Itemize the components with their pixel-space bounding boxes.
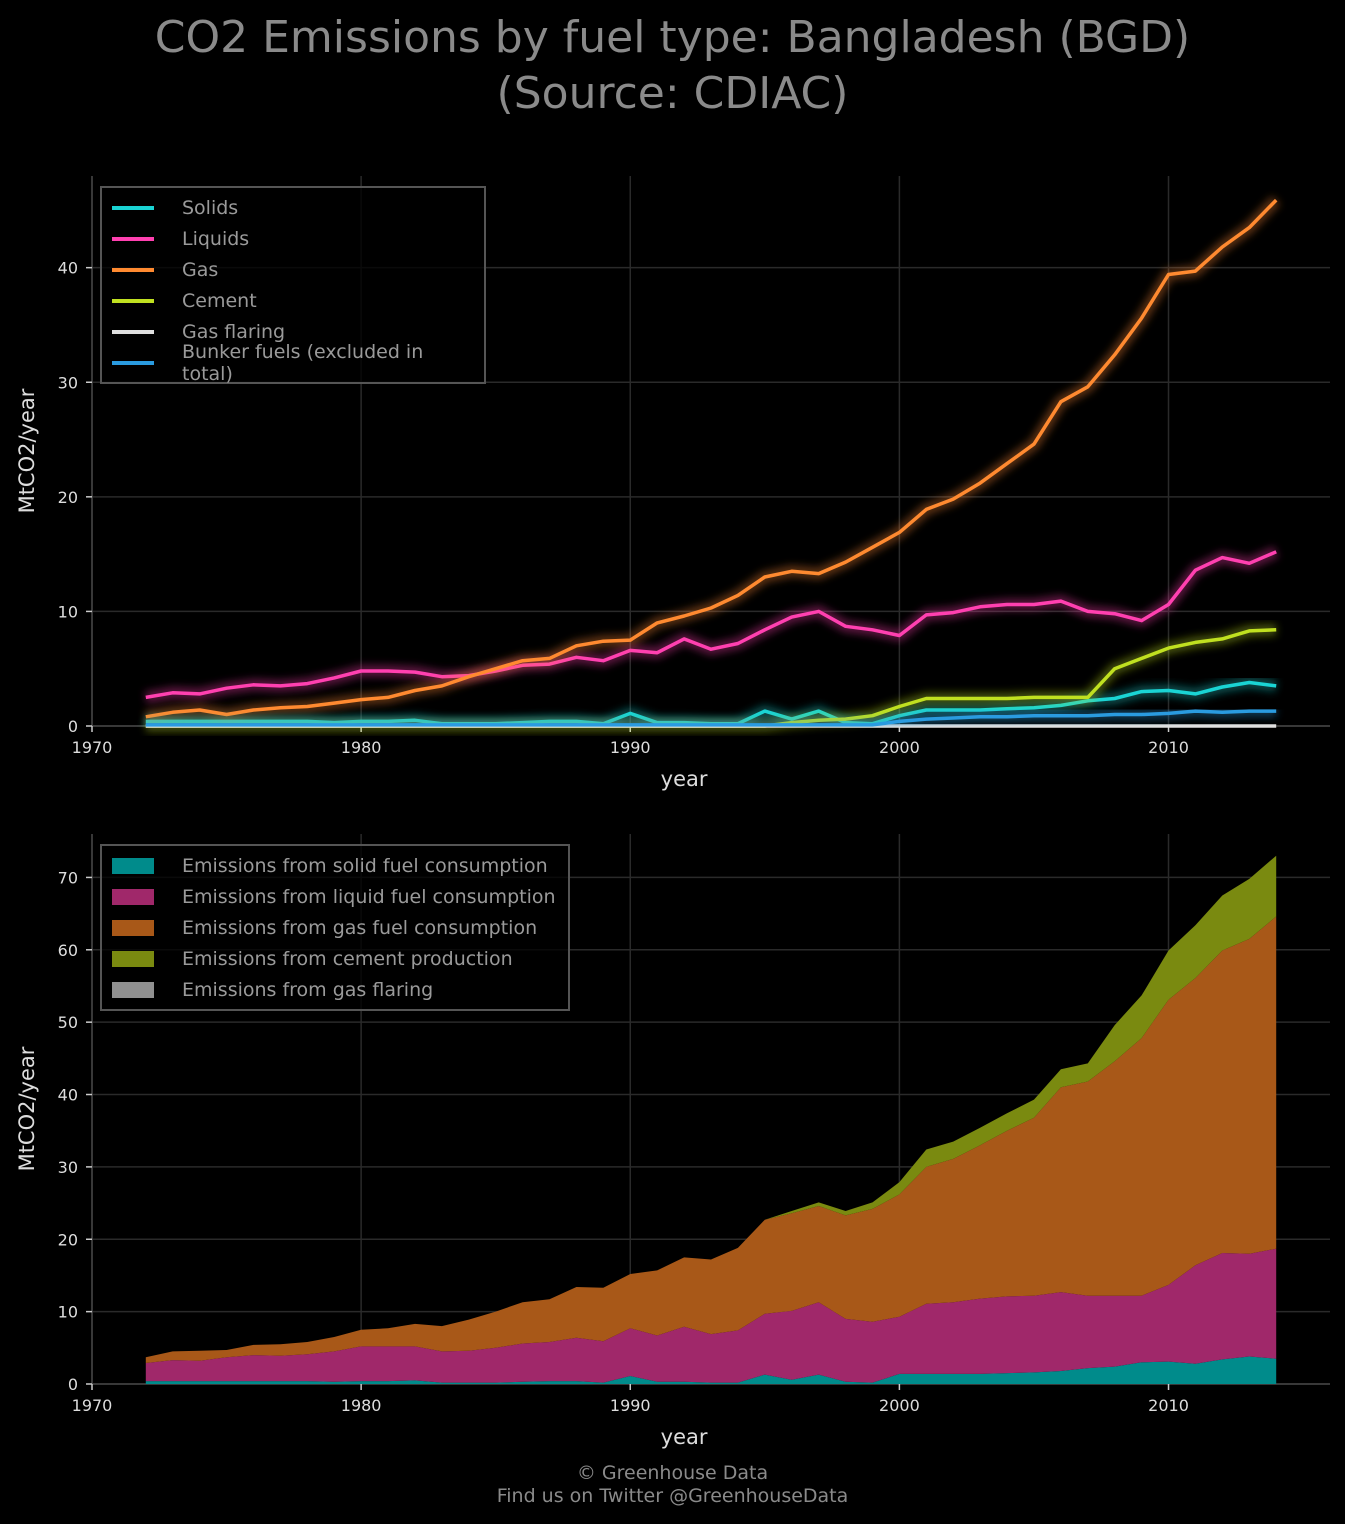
legend-label: Gas	[182, 258, 219, 281]
series-line-1	[145, 550, 1277, 700]
legend-swatch	[112, 360, 154, 365]
series-line-2	[145, 198, 1278, 719]
line-chart-legend: Solids Liquids Gas Cement Gas flaring Bunker …	[100, 186, 486, 385]
y-axis-label: MtCO2/year	[15, 388, 39, 513]
legend-label: Emissions from cement production	[182, 947, 513, 970]
x-tick-label: 1970	[72, 738, 113, 757]
x-axis-label: year	[661, 767, 708, 791]
legend-item-1: Emissions from liquid fuel consumption	[102, 881, 568, 912]
legend-item-1: Liquids	[102, 223, 484, 254]
y-tick-label: 0	[68, 717, 78, 736]
legend-swatch	[112, 857, 154, 874]
x-tick-label: 1990	[610, 738, 651, 757]
area-series-0	[145, 1356, 1277, 1384]
legend-item-3: Emissions from cement production	[102, 943, 568, 974]
x-tick-label: 1970	[72, 1396, 113, 1415]
legend-label: Cement	[182, 289, 257, 312]
legend-swatch	[112, 919, 154, 936]
legend-item-4: Emissions from gas flaring	[102, 974, 568, 1005]
y-tick-label: 10	[58, 602, 78, 621]
y-tick-label: 0	[68, 1375, 78, 1394]
x-tick-label: 1980	[341, 738, 382, 757]
legend-label: Emissions from gas fuel consumption	[182, 916, 538, 939]
legend-item-2: Emissions from gas fuel consumption	[102, 912, 568, 943]
series-line-5	[145, 709, 1277, 727]
x-axis-label: year	[661, 1425, 708, 1449]
line-chart: 1970 1980 1990 2000 2010 0 10 20 30 40 year MtCO2/y…	[15, 176, 1330, 791]
chart-title: CO2 Emissions by fuel type: Bangladesh (…	[0, 10, 1345, 122]
legend-label: Gas flaring	[182, 320, 286, 343]
chart-title-line-1: CO2 Emissions by fuel type: Bangladesh (…	[154, 12, 1191, 63]
y-tick-label: 40	[58, 1086, 78, 1105]
legend-swatch	[112, 950, 154, 967]
x-tick-label: 1990	[610, 1396, 651, 1415]
x-tick-label: 2000	[879, 738, 920, 757]
legend-swatch	[112, 205, 154, 210]
legend-label: Emissions from solid fuel consumption	[182, 854, 548, 877]
stacked-area-chart: 1970 1980 1990 2000 2010 0 10 20 30 40 50 60 70 year M…	[15, 834, 1330, 1449]
legend-swatch	[112, 267, 154, 272]
legend-swatch	[112, 236, 154, 241]
legend-item-3: Cement	[102, 285, 484, 316]
y-tick-label: 30	[58, 373, 78, 392]
y-tick-label: 50	[58, 1013, 78, 1032]
legend-item-0: Solids	[102, 192, 484, 223]
legend-label: Solids	[182, 196, 239, 219]
footer-copyright: © Greenhouse Data	[576, 1462, 769, 1484]
legend-swatch	[112, 329, 154, 334]
y-tick-label: 30	[58, 1158, 78, 1177]
y-tick-label: 70	[58, 868, 78, 887]
y-tick-label: 10	[58, 1303, 78, 1322]
y-tick-label: 20	[58, 1230, 78, 1249]
chart-title-line-2: (Source: CDIAC)	[496, 68, 849, 119]
y-tick-label: 40	[58, 259, 78, 278]
legend-item-0: Emissions from solid fuel consumption	[102, 850, 568, 881]
y-axis-label: MtCO2/year	[15, 1046, 39, 1171]
legend-swatch	[112, 981, 154, 998]
legend-label: Bunker fuels (excluded in total)	[182, 340, 424, 385]
footer-twitter: Find us on Twitter @GreenhouseData	[496, 1485, 849, 1507]
footer: © Greenhouse Data Find us on Twitter @Gr…	[0, 1462, 1345, 1508]
area-chart-legend: Emissions from solid fuel consumption Emi…	[100, 844, 570, 1011]
legend-swatch	[112, 298, 154, 303]
y-tick-label: 60	[58, 941, 78, 960]
area-series-2	[145, 916, 1277, 1363]
x-tick-label: 2010	[1148, 1396, 1189, 1415]
area-series-1	[145, 1248, 1277, 1383]
x-tick-label: 1980	[341, 1396, 382, 1415]
x-tick-label: 2000	[879, 1396, 920, 1415]
legend-label: Emissions from liquid fuel consumption	[182, 885, 556, 908]
x-tick-label: 2010	[1148, 738, 1189, 757]
legend-label: Liquids	[182, 227, 250, 250]
legend-label: Emissions from gas flaring	[182, 978, 434, 1001]
legend-swatch	[112, 888, 154, 905]
legend-item-4: Gas flaring	[102, 316, 484, 347]
legend-item-2: Gas	[102, 254, 484, 285]
y-tick-label: 20	[58, 488, 78, 507]
legend-item-5: Bunker fuels (excluded in total)	[102, 341, 484, 385]
